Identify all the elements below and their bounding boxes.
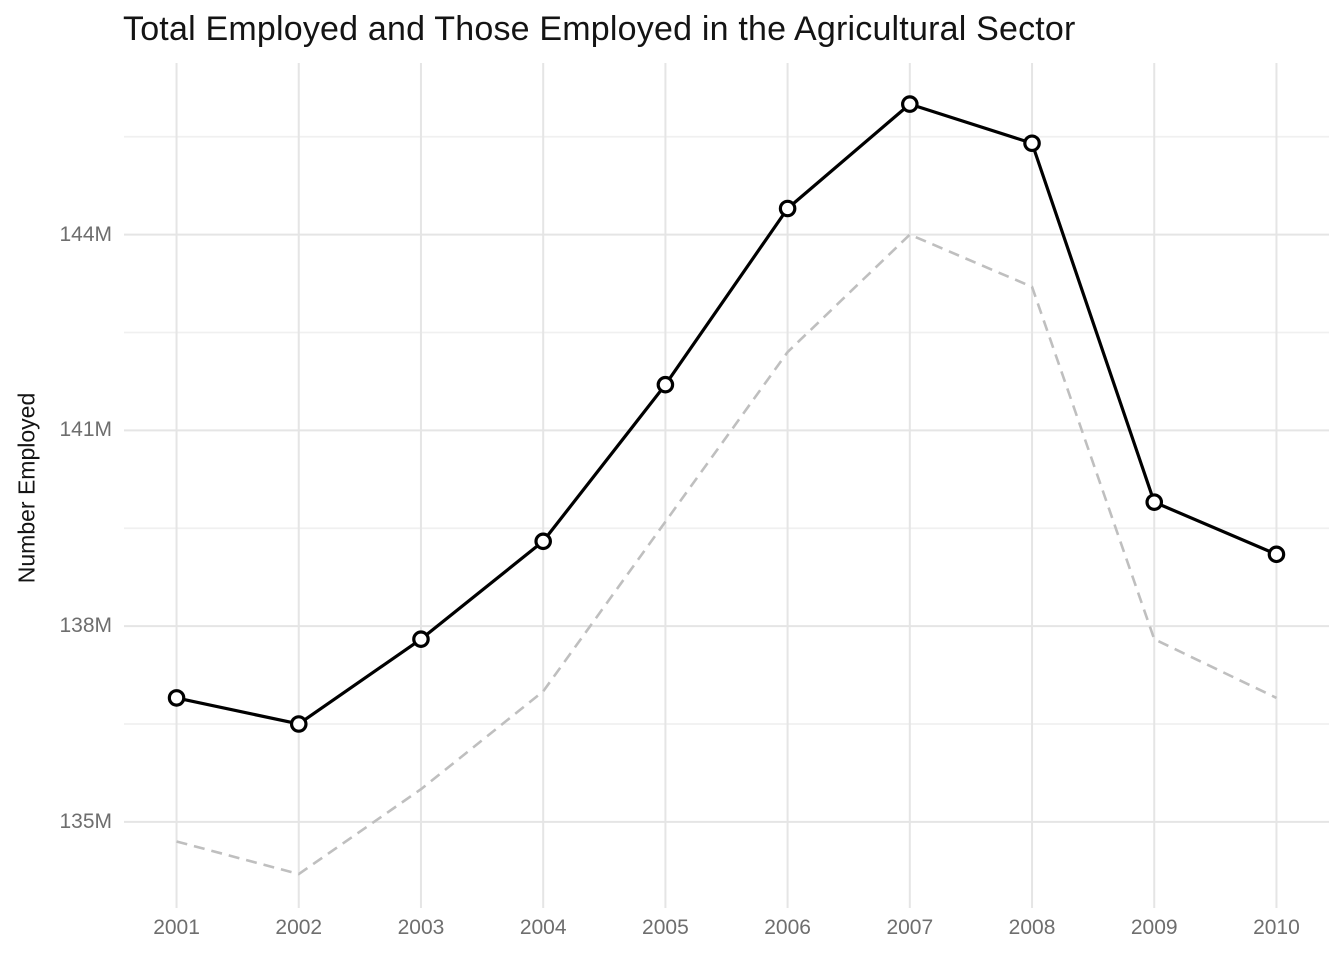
data-point-marker — [534, 532, 552, 551]
data-point-marker — [1023, 134, 1041, 153]
y-axis-tick-label: 144M — [59, 222, 112, 246]
y-axis-tick-label: 141M — [59, 418, 112, 442]
y-axis-tick-label: 135M — [59, 809, 112, 833]
x-axis-tick-label: 2004 — [519, 916, 567, 939]
series-dashed-line — [176, 233, 1278, 876]
x-axis-tick-label: 2009 — [1130, 916, 1178, 939]
data-point-marker — [167, 689, 186, 707]
data-point-marker — [778, 199, 797, 218]
data-point-marker — [901, 95, 919, 113]
x-axis-tick-label: 2010 — [1253, 916, 1300, 939]
data-point-marker — [1267, 545, 1286, 564]
series-solid-markers-line — [176, 102, 1278, 726]
x-axis-tick-label: 2007 — [886, 916, 934, 939]
data-point-marker — [412, 630, 430, 648]
data-point-marker — [289, 715, 308, 733]
data-point-marker — [656, 375, 675, 394]
y-axis-tick-label: 138M — [59, 614, 112, 638]
x-axis-tick-label: 2002 — [275, 916, 323, 939]
x-axis-tick-label: 2008 — [1008, 916, 1056, 939]
x-axis-tick-label: 2005 — [642, 916, 689, 939]
data-point-marker — [1145, 493, 1164, 511]
x-axis-tick-label: 2006 — [764, 916, 811, 939]
chart-title: Total Employed and Those Employed in the… — [123, 10, 1076, 48]
x-axis-tick-label: 2001 — [153, 916, 200, 939]
x-axis-tick-label: 2003 — [397, 916, 445, 939]
